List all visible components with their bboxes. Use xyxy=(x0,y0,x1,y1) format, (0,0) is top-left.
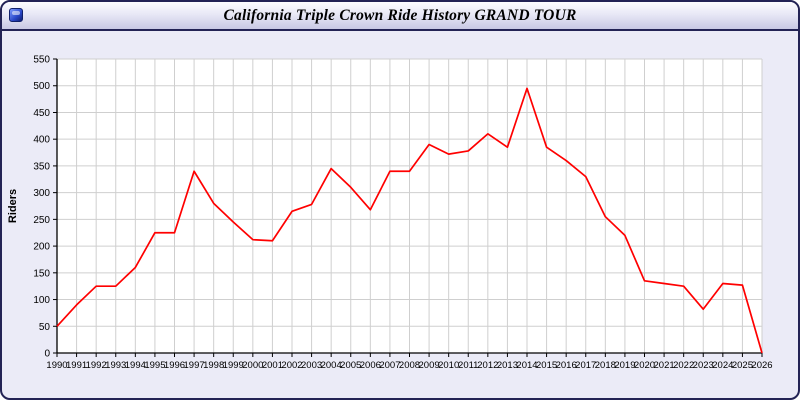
x-tick-label: 2012 xyxy=(477,360,498,371)
y-axis-title: Riders xyxy=(7,189,19,223)
x-tick-label: 2018 xyxy=(595,360,616,371)
y-tick-label: 550 xyxy=(33,55,50,66)
y-tick-label: 0 xyxy=(44,349,50,360)
x-tick-label: 2014 xyxy=(516,360,537,371)
x-tick-label: 1997 xyxy=(184,360,205,371)
title-bar: California Triple Crown Ride History GRA… xyxy=(2,2,798,31)
x-tick-label: 2023 xyxy=(693,360,714,371)
chart-container: 0 50 100 150 200 250 300 350 400 450 500 550 1990 199… xyxy=(2,31,798,398)
x-tick-label: 2007 xyxy=(379,360,400,371)
x-tick-label: 2011 xyxy=(458,360,478,371)
riders-series-line xyxy=(56,87,763,354)
x-tick-label: 1999 xyxy=(223,360,244,371)
x-tick-label: 1991 xyxy=(66,360,87,371)
y-tick-label: 300 xyxy=(33,188,50,199)
x-tick-label: 1992 xyxy=(86,360,107,371)
x-tick-label: 2001 xyxy=(262,360,283,371)
x-tick-label: 1990 xyxy=(46,360,67,371)
x-tick-label: 2026 xyxy=(751,360,772,371)
x-tick-label: 1995 xyxy=(144,360,165,371)
y-tick-label: 100 xyxy=(33,295,50,306)
y-tick-label: 500 xyxy=(33,81,50,92)
x-tick-label: 2008 xyxy=(399,360,420,371)
app-icon xyxy=(9,8,23,22)
x-tick-label: 2019 xyxy=(614,360,635,371)
chart-svg: 0501001502002503003504004505005501990199… xyxy=(7,55,773,372)
x-tick-label: 2017 xyxy=(575,360,596,371)
x-tick-label: 2002 xyxy=(281,360,302,371)
x-tick-label: 2009 xyxy=(419,360,440,371)
x-tick-label: 2021 xyxy=(654,360,675,371)
y-tick-label: 250 xyxy=(33,215,50,226)
y-tick-label: 200 xyxy=(33,242,50,253)
x-tick-label: 2022 xyxy=(673,360,694,371)
y-tick-label: 150 xyxy=(33,268,50,279)
x-tick-label: 2005 xyxy=(340,360,361,371)
x-tick-label: 2006 xyxy=(360,360,381,371)
y-tick-label: 50 xyxy=(39,322,51,333)
y-tick-label: 400 xyxy=(33,135,50,146)
x-tick-label: 2003 xyxy=(301,360,322,371)
y-tick-label: 350 xyxy=(33,161,50,172)
x-tick-label: 2000 xyxy=(242,360,263,371)
x-tick-label: 2015 xyxy=(536,360,557,371)
x-tick-label: 1993 xyxy=(105,360,126,371)
x-tick-label: 2013 xyxy=(497,360,518,371)
window-title: California Triple Crown Ride History GRA… xyxy=(223,6,577,24)
x-tick-label: 2016 xyxy=(556,360,577,371)
x-tick-label: 2024 xyxy=(712,360,733,371)
x-tick-label: 1996 xyxy=(164,360,185,371)
x-tick-label: 1994 xyxy=(125,360,146,371)
y-tick-label: 450 xyxy=(33,108,50,119)
x-tick-label: 2025 xyxy=(732,360,753,371)
x-tick-label: 1998 xyxy=(203,360,224,371)
x-tick-label: 2020 xyxy=(634,360,655,371)
x-tick-label: 2010 xyxy=(438,360,459,371)
x-tick-label: 2004 xyxy=(321,360,342,371)
